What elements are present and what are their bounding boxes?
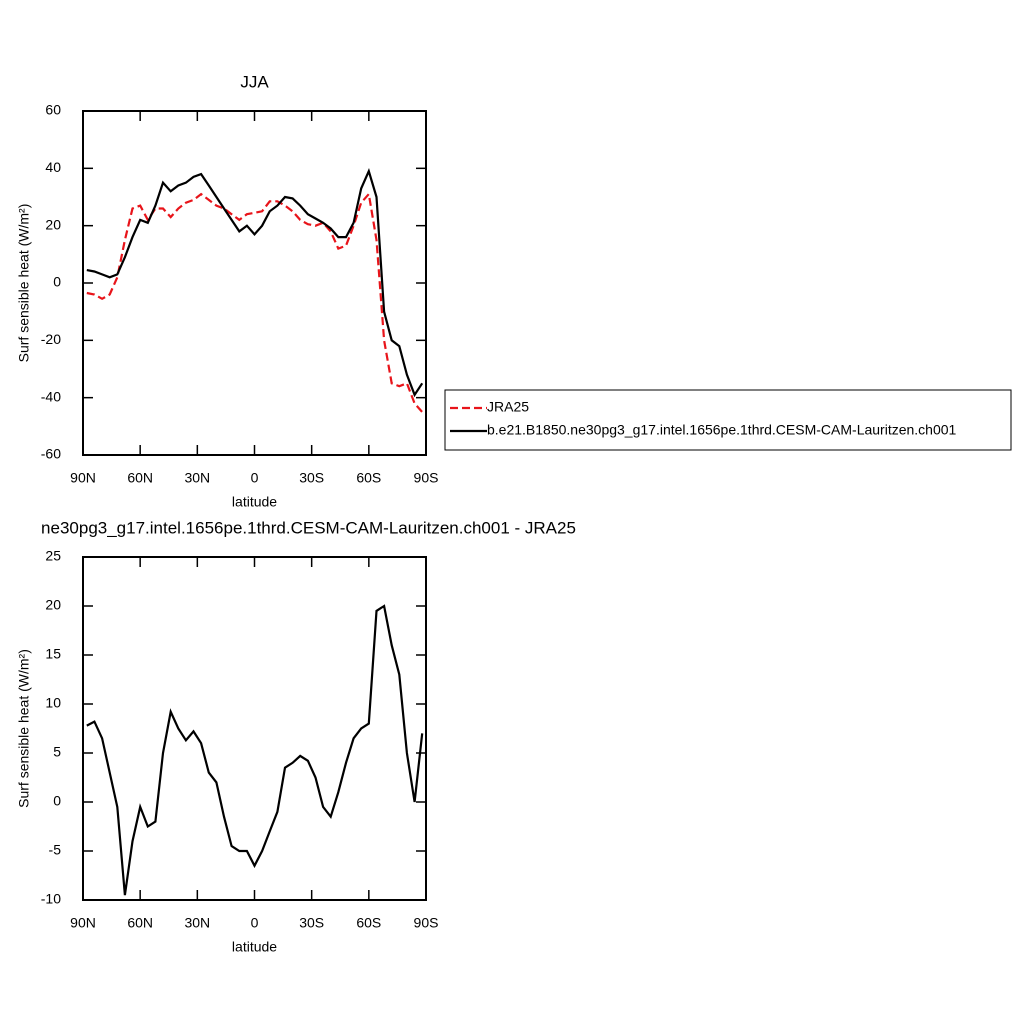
y-tick-label: 15 <box>45 646 61 662</box>
plot-frame <box>82 110 427 456</box>
x-axis-label: latitude <box>232 939 277 955</box>
y-tick-label: 0 <box>53 793 61 809</box>
y-tick-label: 25 <box>45 548 61 564</box>
series-line <box>86 191 424 413</box>
y-tick-label: -10 <box>41 891 61 907</box>
x-tick-label: 90N <box>70 915 96 931</box>
series-line <box>86 604 424 896</box>
x-tick-label: 90S <box>414 470 439 486</box>
x-tick-label: 30N <box>184 915 210 931</box>
chart-title: ne30pg3_g17.intel.1656pe.1thrd.CESM-CAM-… <box>41 518 576 537</box>
x-tick-label: 90N <box>70 470 96 486</box>
x-tick-label: 60N <box>127 915 153 931</box>
legend-box <box>444 389 1012 451</box>
y-tick-label: 60 <box>45 102 61 118</box>
y-tick-label: 20 <box>45 597 61 613</box>
x-tick-label: 60S <box>356 915 381 931</box>
y-tick-label: 5 <box>53 744 61 760</box>
x-axis-label: latitude <box>232 494 277 510</box>
y-axis-label: Surf sensible heat (W/m²) <box>16 204 32 363</box>
y-tick-label: 0 <box>53 274 61 290</box>
x-tick-label: 30N <box>184 470 210 486</box>
y-tick-label: -40 <box>41 388 61 404</box>
x-tick-label: 90S <box>414 915 439 931</box>
y-tick-label: 10 <box>45 695 61 711</box>
x-tick-label: 30S <box>299 915 324 931</box>
x-tick-label: 60N <box>127 470 153 486</box>
chart-title: JJA <box>240 72 269 91</box>
y-tick-label: -5 <box>49 842 62 858</box>
x-tick-label: 0 <box>251 470 259 486</box>
legend: JRA25 b.e21.B1850.ne30pg3_g17.intel.1656p… <box>444 389 1012 451</box>
y-tick-label: 40 <box>45 159 61 175</box>
legend-label: JRA25 <box>487 399 529 415</box>
x-tick-label: 60S <box>356 470 381 486</box>
x-tick-label: 0 <box>251 915 259 931</box>
y-axis-label: Surf sensible heat (W/m²) <box>16 649 32 808</box>
x-tick-label: 30S <box>299 470 324 486</box>
legend-label: b.e21.B1850.ne30pg3_g17.intel.1656pe.1th… <box>487 422 957 438</box>
plot-frame <box>82 556 427 901</box>
y-tick-label: -20 <box>41 331 61 347</box>
y-tick-label: -60 <box>41 446 61 462</box>
series-line <box>86 168 424 398</box>
y-tick-label: 20 <box>45 216 61 232</box>
